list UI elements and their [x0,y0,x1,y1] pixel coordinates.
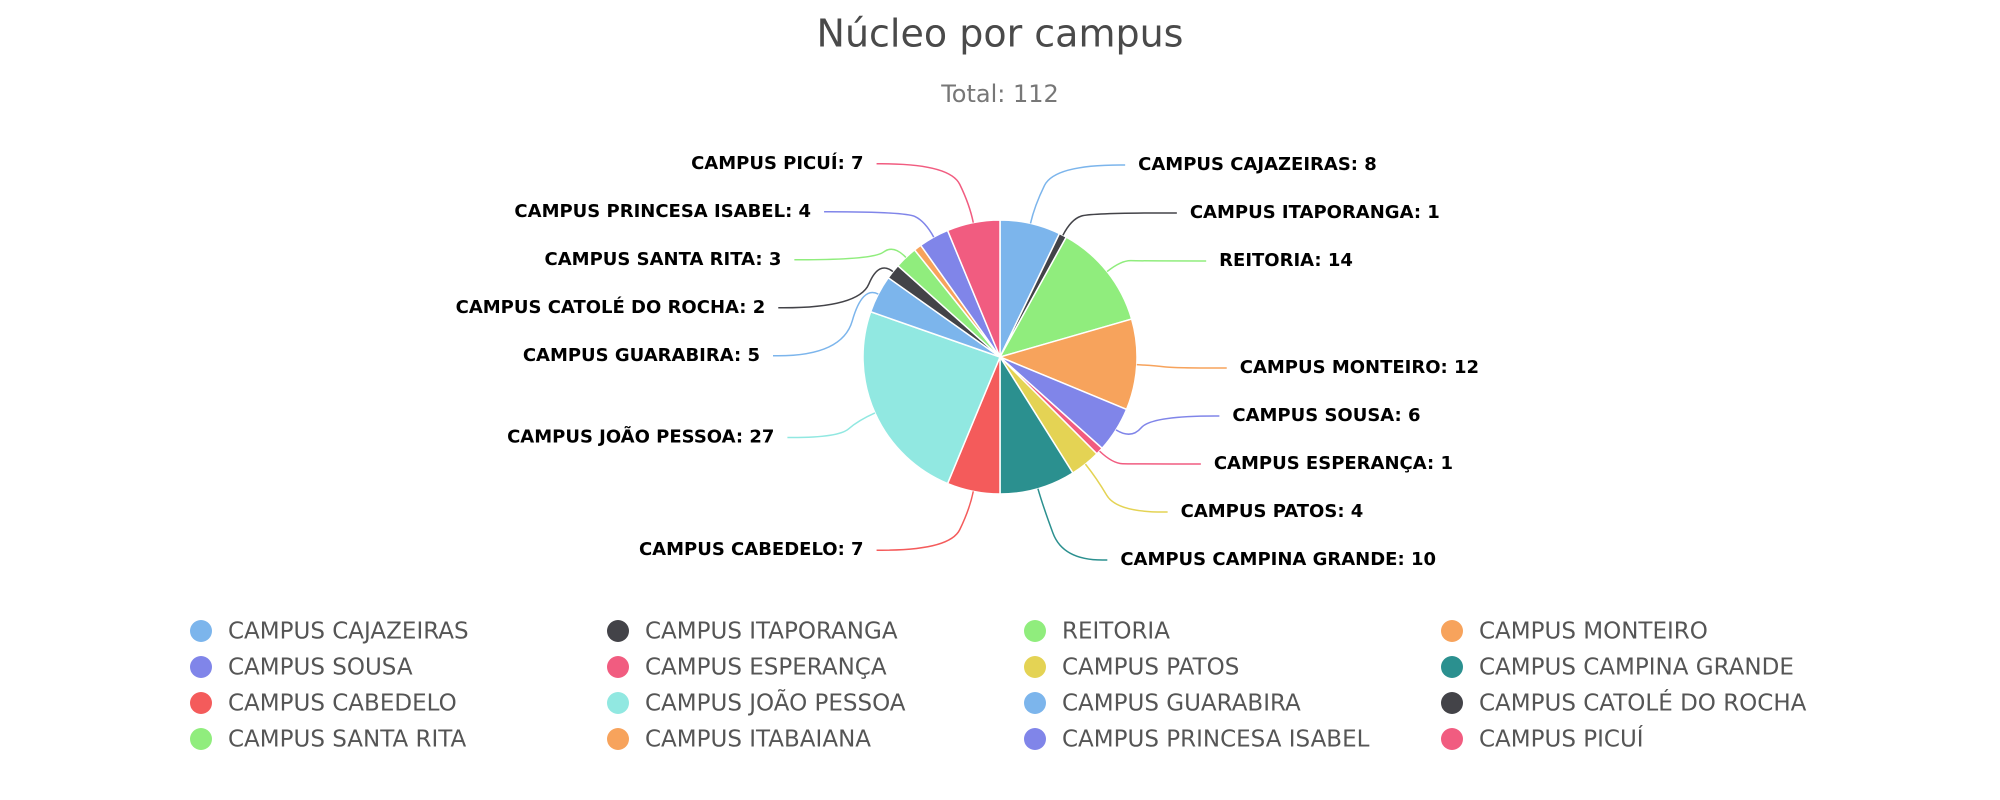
data-label: CAMPUS PICUÍ: 7 [691,152,864,174]
legend-label: CAMPUS CAMPINA GRANDE [1479,655,1794,681]
legend-label: CAMPUS PATOS [1062,655,1239,681]
legend-label: CAMPUS ITABAIANA [645,727,871,753]
legend-label: CAMPUS PRINCESA ISABEL [1062,727,1370,753]
connector [824,211,935,238]
legend-label: CAMPUS PICUÍ [1479,725,1644,753]
legend-marker [190,728,212,750]
data-label: CAMPUS SANTA RITA: 3 [545,249,782,270]
legend-marker [607,728,629,750]
legend-marker [607,620,629,642]
chart-title: Núcleo por campus [817,12,1184,56]
legend-label: CAMPUS CABEDELO [228,691,457,717]
legend-label: CAMPUS CAJAZEIRAS [228,619,469,645]
legend-label: CAMPUS JOÃO PESSOA [645,689,906,717]
connector [1099,450,1201,465]
legend-marker [190,692,212,714]
legend-marker [1441,620,1463,642]
connector [794,248,907,261]
legend-marker [190,620,212,642]
data-label: CAMPUS ITAPORANGA: 1 [1190,202,1440,223]
data-label: CAMPUS PATOS: 4 [1181,501,1364,522]
data-label: CAMPUS CATOLÉ DO ROCHA: 2 [456,296,766,318]
legend-marker [1024,620,1046,642]
data-label: CAMPUS GUARABIRA: 5 [523,345,760,366]
connector [787,412,876,439]
connector [876,163,975,223]
legend-marker [1441,728,1463,750]
legend-marker [190,656,212,678]
connector [1037,488,1108,561]
connector [1029,164,1126,224]
legend-label: CAMPUS SOUSA [228,655,413,681]
connector [1136,363,1227,369]
legend-marker [1024,692,1046,714]
legend-label: CAMPUS ESPERANÇA [645,655,887,681]
legend-label: REITORIA [1062,619,1170,645]
connector [778,267,894,309]
legend-marker [1441,692,1463,714]
legend-marker [1441,656,1463,678]
legend-label: CAMPUS ITAPORANGA [645,619,898,645]
connector [773,291,879,357]
connector [1084,463,1168,513]
data-label: CAMPUS PRINCESA ISABEL: 4 [514,201,811,222]
connector [1115,415,1220,435]
data-label: REITORIA: 14 [1219,250,1353,271]
data-label: CAMPUS ESPERANÇA: 1 [1214,453,1453,474]
legend-marker [1024,728,1046,750]
data-label: CAMPUS CAJAZEIRAS: 8 [1138,154,1377,175]
data-label: CAMPUS CABEDELO: 7 [639,539,864,560]
legend-label: CAMPUS SANTA RITA [228,727,467,753]
chart-subtitle: Total: 112 [940,80,1059,108]
connector [876,491,975,551]
legend-marker [607,692,629,714]
legend-label: CAMPUS GUARABIRA [1062,691,1301,717]
legend-label: CAMPUS MONTEIRO [1479,619,1708,645]
legend-label: CAMPUS CATOLÉ DO ROCHA [1479,689,1807,717]
legend-marker [1024,656,1046,678]
data-label: CAMPUS SOUSA: 6 [1232,405,1420,426]
connector [1106,259,1207,273]
connector [1062,212,1177,236]
legend-marker [607,656,629,678]
data-label: CAMPUS MONTEIRO: 12 [1240,357,1479,378]
data-label: CAMPUS JOÃO PESSOA: 27 [507,424,774,447]
data-label: CAMPUS CAMPINA GRANDE: 10 [1120,549,1436,570]
